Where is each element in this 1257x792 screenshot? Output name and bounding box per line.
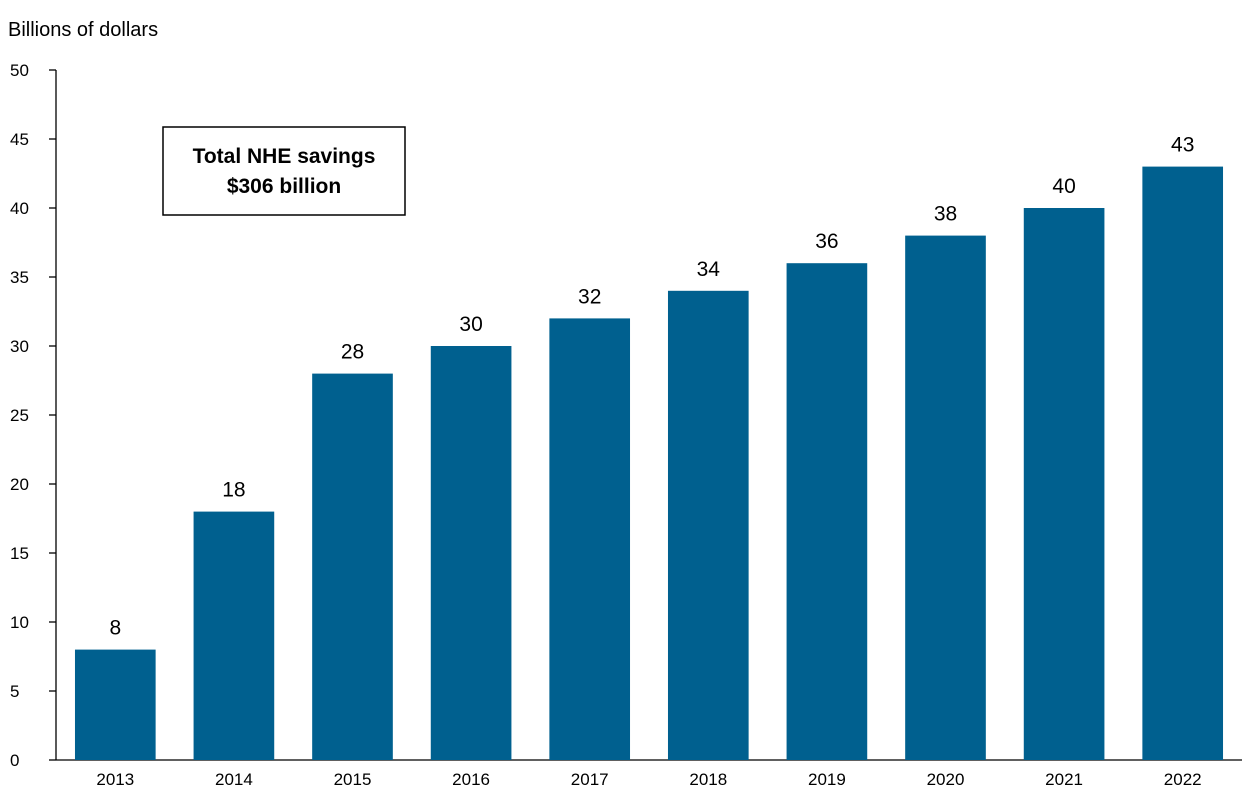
y-tick-label: 25 — [10, 406, 29, 425]
y-tick-label: 15 — [10, 544, 29, 563]
bar-2021 — [1023, 208, 1105, 760]
data-labels: 8 18 28 30 32 34 36 38 40 43 — [109, 134, 1194, 640]
y-tick-label: 40 — [10, 199, 29, 218]
bar-2015 — [312, 373, 393, 760]
bar-2020 — [905, 235, 986, 761]
bar-2018 — [667, 290, 749, 760]
y-tick-label: 20 — [10, 475, 29, 494]
bar-2016 — [430, 346, 512, 760]
bars — [74, 166, 1224, 761]
data-label-2021: 40 — [1052, 175, 1075, 198]
y-tick-label: 45 — [10, 130, 29, 149]
bar-2013 — [74, 649, 156, 760]
total-savings-annotation: Total NHE savings $306 billion — [162, 126, 406, 216]
x-tick-label-2021: 2021 — [1045, 770, 1083, 789]
y-tick-label: 35 — [10, 268, 29, 287]
x-tick-label-2014: 2014 — [215, 770, 253, 789]
data-label-2014: 18 — [222, 479, 245, 502]
x-tick-label-2022: 2022 — [1164, 770, 1202, 789]
bar-2017 — [549, 318, 631, 760]
data-label-2018: 34 — [697, 258, 721, 281]
x-tick-label-2016: 2016 — [452, 770, 490, 789]
x-tick-label-2013: 2013 — [96, 770, 134, 789]
x-tick-label-2019: 2019 — [808, 770, 846, 789]
annotation-line-2: $306 billion — [227, 175, 341, 198]
y-tick-label: 10 — [10, 613, 29, 632]
bar-2014 — [193, 511, 275, 760]
y-tick-label: 30 — [10, 337, 29, 356]
x-tick-label-2015: 2015 — [334, 770, 372, 789]
x-tick-label-2020: 2020 — [927, 770, 965, 789]
data-label-2022: 43 — [1171, 134, 1194, 157]
data-label-2017: 32 — [578, 285, 601, 308]
y-tick-label: 5 — [10, 682, 19, 701]
y-axis-title: Billions of dollars — [8, 19, 158, 41]
y-axis: 0 5 10 15 20 25 30 35 40 45 50 — [10, 61, 57, 770]
data-label-2016: 30 — [459, 313, 482, 336]
annotation-line-1: Total NHE savings — [193, 145, 376, 168]
y-tick-label: 0 — [10, 751, 19, 770]
x-axis: 2013 2014 2015 2016 2017 2018 2019 2020 2021 2022 — [56, 759, 1242, 789]
bar-2022 — [1142, 166, 1224, 761]
x-tick-label-2017: 2017 — [571, 770, 609, 789]
annotation-box — [162, 126, 406, 216]
data-label-2020: 38 — [934, 203, 957, 226]
data-label-2015: 28 — [341, 341, 364, 364]
y-tick-label: 50 — [10, 61, 29, 80]
data-label-2013: 8 — [109, 617, 121, 640]
bar-2019 — [786, 263, 868, 760]
data-label-2019: 36 — [815, 230, 838, 253]
x-tick-label-2018: 2018 — [689, 770, 727, 789]
